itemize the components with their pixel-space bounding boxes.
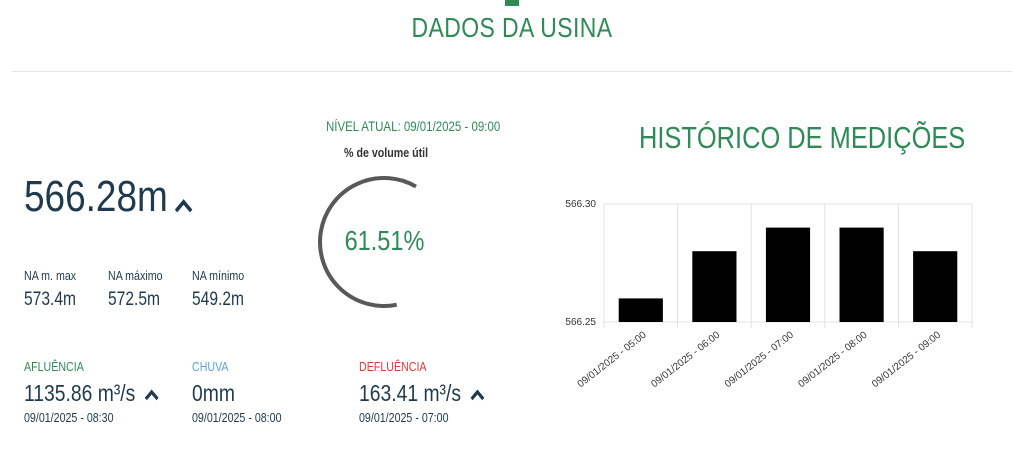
chuva-value: 0mm xyxy=(192,380,235,406)
page-title: DADOS DA USINA xyxy=(411,12,613,43)
x-tick-label: 09/01/2025 - 09:00 xyxy=(870,329,943,390)
bar xyxy=(692,251,737,322)
defluencia-date: 09/01/2025 - 07:00 xyxy=(359,410,449,425)
stat-label-na-maximo: NA máximo xyxy=(108,268,163,283)
stat-label-na-max: NA m. max xyxy=(24,268,77,283)
afluencia-label: AFLUÊNCIA xyxy=(24,359,84,374)
defluencia-value: 163.41 m³/s xyxy=(359,380,485,407)
chuva-date: 09/01/2025 - 08:00 xyxy=(192,410,282,425)
chevron-up-icon xyxy=(144,380,159,406)
y-tick-label: 566.30 xyxy=(565,199,596,210)
afluencia-value-text: 1135.86 m³/s xyxy=(24,380,136,406)
x-tick-label: 09/01/2025 - 08:00 xyxy=(797,329,870,390)
y-tick-label: 566.25 xyxy=(565,317,596,328)
reservoir-level: 566.28m xyxy=(24,172,193,224)
useful-volume-subtitle: % de volume útil xyxy=(344,145,429,160)
reservoir-level-value: 566.28m xyxy=(24,172,168,221)
stat-label-na-minimo: NA mínimo xyxy=(192,268,245,283)
afluencia-date: 09/01/2025 - 08:30 xyxy=(24,410,114,425)
chuva-label: CHUVA xyxy=(192,359,229,374)
volume-gauge xyxy=(318,176,417,308)
x-tick-label: 09/01/2025 - 07:00 xyxy=(723,329,796,390)
defluencia-label: DEFLUÊNCIA xyxy=(359,359,427,374)
afluencia-value: 1135.86 m³/s xyxy=(24,380,159,407)
chevron-up-icon xyxy=(175,174,193,224)
x-tick-label: 09/01/2025 - 05:00 xyxy=(576,329,649,390)
defluencia-value-text: 163.41 m³/s xyxy=(359,380,462,406)
history-title: HISTÓRICO DE MEDIÇÕES xyxy=(639,120,966,155)
current-level-caption: NÍVEL ATUAL: 09/01/2025 - 09:00 xyxy=(326,118,501,134)
x-tick-label: 09/01/2025 - 06:00 xyxy=(649,329,722,390)
chevron-up-icon xyxy=(470,380,485,406)
bar xyxy=(913,251,958,322)
bar xyxy=(839,227,884,322)
stat-value-na-minimo: 549.2m xyxy=(192,289,244,310)
bar xyxy=(618,298,663,322)
header-accent xyxy=(505,0,519,6)
volume-gauge-value: 61.51% xyxy=(318,225,450,257)
stat-value-na-max: 573.4m xyxy=(24,289,76,310)
volume-gauge-value-text: 61.51% xyxy=(344,225,424,256)
volume-gauge-arc xyxy=(318,176,417,308)
bar xyxy=(765,227,811,322)
header-divider xyxy=(12,71,1012,72)
stat-value-na-maximo: 572.5m xyxy=(108,289,160,310)
